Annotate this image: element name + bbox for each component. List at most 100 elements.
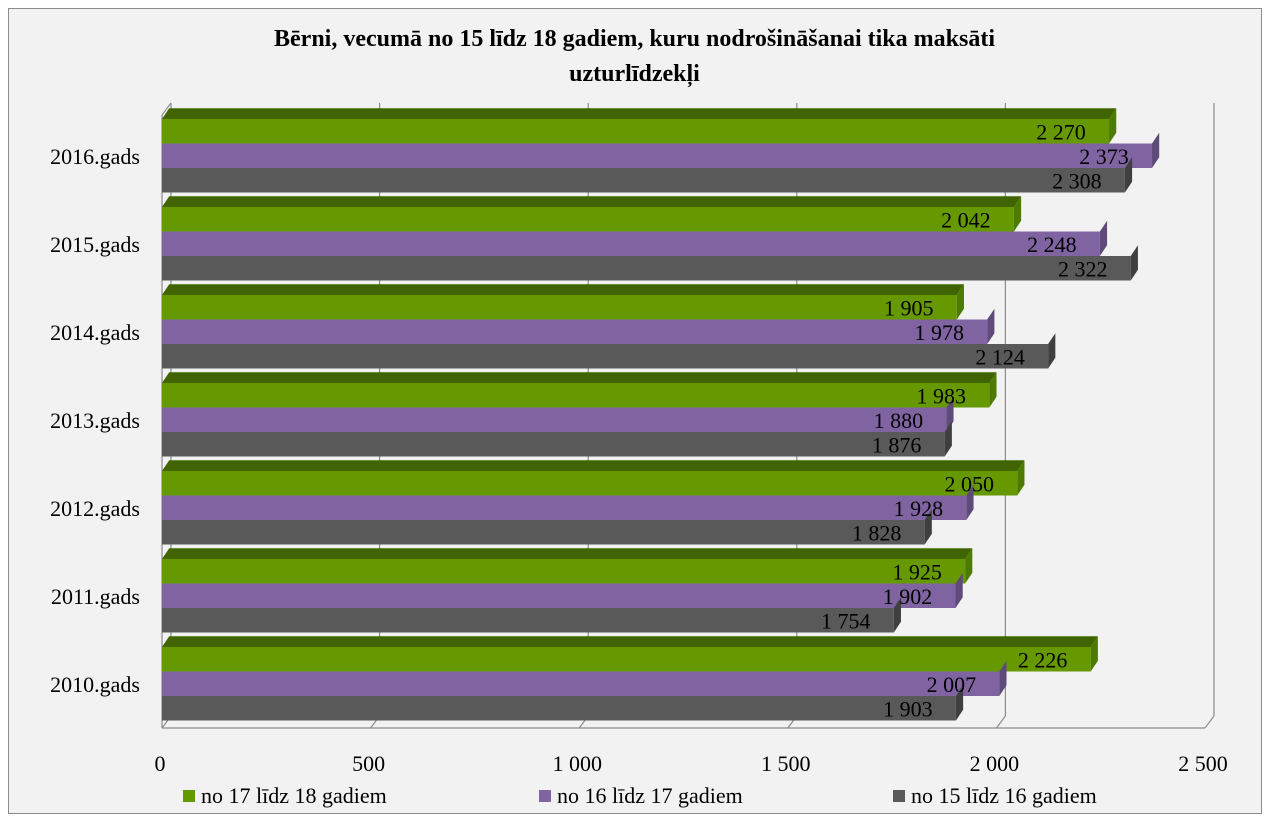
legend-item-1: no 16 līdz 17 gadiem [539, 780, 743, 812]
data-label-2016gads-s0: 2 270 [1036, 120, 1086, 145]
bar-2012gads-s0 [162, 471, 1018, 496]
x-tick-label-0: 0 [155, 751, 166, 776]
bar-2013gads-s2 [162, 432, 945, 457]
bar-2011gads-s2-side [893, 597, 901, 633]
bar-2010gads-s2 [162, 696, 956, 721]
data-label-2012gads-s2: 1 828 [852, 521, 902, 546]
category-label-4: 2012.gads [50, 496, 140, 521]
bar-2014gads-s2-side [1048, 333, 1056, 369]
legend-item-0: no 17 līdz 18 gadiem [183, 780, 387, 812]
bar-2010gads-s2-side [955, 685, 964, 721]
legend-label-0: no 17 līdz 18 gadiem [201, 783, 387, 808]
bar-2011gads-s0-side [965, 548, 973, 584]
bar-2013gads-s0-cap [162, 372, 997, 383]
category-label-1: 2015.gads [50, 232, 140, 257]
bars-layer [162, 108, 1160, 721]
bar-2012gads-s2-side [924, 509, 932, 545]
bar-2016gads-s1-side [1152, 132, 1160, 168]
bar-2015gads-s1-side [1099, 220, 1108, 256]
gridline-floor-4 [995, 715, 1006, 729]
bar-2014gads-s1-side [987, 308, 995, 344]
data-label-2011gads-s1: 1 902 [883, 584, 933, 609]
bar-2015gads-s2 [162, 256, 1131, 281]
bar-2015gads-s1 [162, 231, 1100, 256]
bar-2014gads-s2 [162, 344, 1049, 369]
bar-2013gads-s1 [162, 407, 947, 432]
category-label-2: 2014.gads [50, 320, 140, 345]
category-label-3: 2013.gads [50, 408, 140, 433]
bar-2010gads-s0 [162, 647, 1091, 672]
bar-2014gads-s0-cap [162, 284, 964, 295]
legend-swatch-1 [539, 790, 551, 802]
x-tick-label-1: 500 [352, 751, 385, 776]
category-label-6: 2010.gads [50, 672, 140, 697]
data-label-2014gads-s0: 1 905 [884, 296, 934, 321]
bar-2010gads-s0-cap [162, 636, 1098, 647]
data-label-2015gads-s2: 2 322 [1058, 257, 1108, 282]
bar-2016gads-s0 [162, 119, 1110, 144]
data-label-2013gads-s0: 1 983 [917, 384, 967, 409]
data-label-2010gads-s1: 2 007 [927, 672, 977, 697]
bar-2014gads-s0-side [956, 284, 964, 320]
bar-2011gads-s1-side [955, 572, 963, 608]
chart-title-line-2: uzturlīdzekļi [569, 61, 700, 87]
bar-2012gads-s2 [162, 520, 925, 545]
data-label-2011gads-s2: 1 754 [821, 609, 871, 634]
x-tick-label-2: 1 000 [552, 751, 602, 776]
category-label-0: 2016.gads [50, 144, 140, 169]
bar-2010gads-s1-side [999, 660, 1007, 696]
data-label-2013gads-s2: 1 876 [872, 433, 922, 458]
legend-label-2: no 15 līdz 16 gadiem [911, 783, 1097, 808]
bar-2013gads-s2-side [944, 421, 952, 457]
legend-item-2: no 15 līdz 16 gadiem [893, 780, 1097, 812]
bar-2012gads-s1 [162, 495, 967, 520]
bar-2015gads-s0-side [1013, 196, 1022, 232]
data-label-2012gads-s0: 2 050 [945, 472, 995, 497]
data-label-2010gads-s0: 2 226 [1018, 648, 1068, 673]
bar-2015gads-s0 [162, 207, 1014, 232]
gridline-floor-5 [1204, 715, 1215, 729]
bar-2011gads-s1 [162, 583, 956, 608]
category-label-5: 2011.gads [51, 584, 140, 609]
bar-2011gads-s0-cap [162, 548, 973, 559]
x-tick-label-4: 2 000 [970, 751, 1020, 776]
bar-2014gads-s1 [162, 319, 988, 344]
data-label-2010gads-s2: 1 903 [883, 697, 933, 722]
bar-2010gads-s0-side [1090, 636, 1098, 672]
data-label-2015gads-s1: 2 248 [1027, 232, 1077, 257]
bar-2016gads-s2 [162, 168, 1125, 193]
data-label-2014gads-s2: 2 124 [975, 345, 1025, 370]
data-label-2012gads-s1: 1 928 [894, 496, 944, 521]
bar-2010gads-s1 [162, 671, 1000, 696]
bar-2012gads-s0-side [1017, 460, 1025, 496]
data-label-2016gads-s1: 2 373 [1079, 144, 1129, 169]
bar-2016gads-s0-side [1109, 108, 1117, 144]
bar-2015gads-s0-cap [162, 196, 1022, 207]
bar-2016gads-s1 [162, 143, 1153, 168]
bar-2011gads-s2 [162, 608, 894, 633]
bar-2014gads-s0 [162, 295, 957, 320]
bar-2012gads-s1-side [966, 484, 974, 520]
bar-2015gads-s2-side [1130, 245, 1138, 281]
data-label-2011gads-s0: 1 925 [892, 560, 942, 585]
bar-2013gads-s0 [162, 383, 990, 408]
data-label-2015gads-s0: 2 042 [941, 208, 991, 233]
legend-label-1: no 16 līdz 17 gadiem [557, 783, 743, 808]
legend: no 17 līdz 18 gadiem no 16 līdz 17 gadiem… [0, 780, 1269, 812]
data-label-2013gads-s1: 1 880 [874, 408, 924, 433]
chart-title-line-1: Bērni, vecumā no 15 līdz 18 gadiem, kuru… [274, 26, 995, 52]
x-tick-label-3: 1 500 [761, 751, 811, 776]
bar-2012gads-s0-cap [162, 460, 1025, 471]
axis-layer: 2016.gads 2015.gads 2014.gads 2013.gads 2012… [50, 144, 1228, 776]
bar-2016gads-s2-side [1124, 157, 1133, 193]
y-axis-top [161, 102, 172, 116]
bar-2013gads-s0-side [989, 372, 997, 408]
bar-2016gads-s0-cap [162, 108, 1117, 119]
data-label-2016gads-s2: 2 308 [1052, 169, 1102, 194]
legend-swatch-2 [893, 790, 905, 802]
data-label-2014gads-s1: 1 978 [914, 320, 964, 345]
legend-swatch-0 [183, 790, 195, 802]
chart-title: Bērni, vecumā no 15 līdz 18 gadiem, kuru… [0, 22, 1269, 92]
